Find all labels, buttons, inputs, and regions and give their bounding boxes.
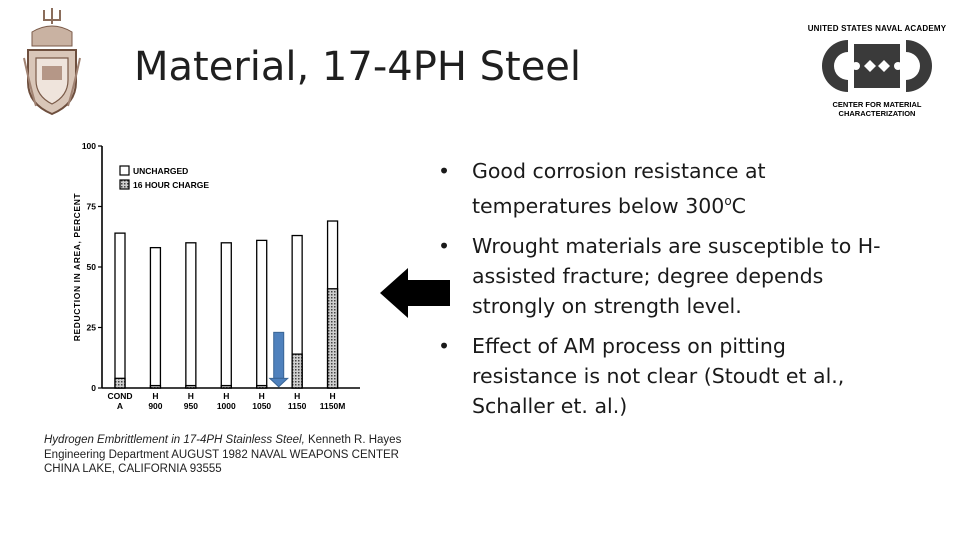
x-tick-label-line2: A xyxy=(117,401,123,411)
bar-uncharged xyxy=(185,242,197,389)
bullet-1-line-1: Good corrosion resistance at xyxy=(472,159,766,183)
bar-charged xyxy=(220,384,232,389)
y-tick-label: 25 xyxy=(87,323,97,333)
naval-academy-crest-icon xyxy=(22,6,82,120)
caption-author: Kenneth R. Hayes xyxy=(304,434,402,446)
bar-charged xyxy=(291,353,303,389)
logo-bottom-line-1: CENTER FOR MATERIAL xyxy=(832,100,922,109)
bullet-1-unit: C xyxy=(731,193,746,218)
x-tick-label-line1: H xyxy=(294,391,300,401)
x-tick-label-line1: H xyxy=(259,391,265,401)
bullet-1-degree-sup: o xyxy=(724,194,732,208)
bullet-2-line-1: Wrought materials are susceptible to H- xyxy=(472,233,881,258)
bullet-list: Good corrosion resistance at temperature… xyxy=(438,156,908,431)
caption-line-3: CHINA LAKE, CALIFORNIA 93555 xyxy=(44,463,222,475)
x-tick-label-line2: 1150 xyxy=(288,401,307,411)
bar-charged xyxy=(149,384,162,389)
annotation-arrow-head xyxy=(268,377,289,388)
legend-swatch-uncharged xyxy=(119,165,130,176)
legend-label-uncharged: UNCHARGED xyxy=(133,166,188,176)
bullet-3-line-1: Effect of AM process on pitting xyxy=(472,333,786,358)
bar-charged xyxy=(114,377,126,389)
y-tick-label: 75 xyxy=(87,202,97,212)
bullet-2-line-2: assisted fracture; degree depends xyxy=(472,263,824,288)
figure-caption: Hydrogen Embrittlement in 17-4PH Stainle… xyxy=(44,433,444,477)
x-tick-label-line2: 1000 xyxy=(217,401,236,411)
bullet-3-line-3: Schaller et. al.) xyxy=(472,393,628,418)
caption-line-1: Hydrogen Embrittlement in 17-4PH Stainle… xyxy=(44,433,444,448)
bullet-2-line-3: strongly on strength level. xyxy=(472,293,742,318)
bar-charged xyxy=(256,384,268,389)
x-tick-label-line1: COND xyxy=(107,391,132,401)
bar-uncharged xyxy=(256,239,268,389)
reduction-in-area-chart: 0 25 50 75 100 REDUCTION IN AREA, PERCENT COND… xyxy=(58,138,368,418)
logo-bottom-line-2: CHARACTERIZATION xyxy=(838,109,916,118)
caption-line-2: Engineering Department AUGUST 1982 NAVAL… xyxy=(44,448,399,461)
x-tick-label-line1: H xyxy=(188,391,194,401)
center-for-material-characterization-logo: UNITED STATES NAVAL ACADEMY CENTER FOR M… xyxy=(806,20,948,124)
y-axis-label: REDUCTION IN AREA, PERCENT xyxy=(72,193,82,342)
x-tick-label-line2: 1150M xyxy=(320,401,346,411)
slide-title: Material, 17-4PH Steel xyxy=(134,44,582,90)
bullet-1-line-2: temperatures below 300oC xyxy=(472,186,908,221)
x-tick-label-line1: H xyxy=(152,391,158,401)
x-tick-label-line2: 900 xyxy=(148,401,162,411)
bar-uncharged xyxy=(220,242,232,389)
legend-swatch-charged xyxy=(119,179,130,190)
x-tick-label-line1: H xyxy=(330,391,336,401)
bullet-1-line-2-text: temperatures below 300 xyxy=(472,193,725,218)
bar-uncharged xyxy=(149,246,162,389)
bar-uncharged xyxy=(114,232,126,389)
y-tick-label: 100 xyxy=(82,141,96,151)
chart-svg: 0 25 50 75 100 REDUCTION IN AREA, PERCENT COND… xyxy=(72,141,360,411)
x-tick-label-line2: 950 xyxy=(184,401,198,411)
bullet-3-line-2: resistance is not clear (Stoudt et al., xyxy=(472,363,845,388)
bullet-item-wrought: Wrought materials are susceptible to H- … xyxy=(438,231,908,321)
x-tick-label-line2: 1050 xyxy=(252,401,271,411)
y-tick-label: 0 xyxy=(91,383,96,393)
legend-label-charged: 16 HOUR CHARGE xyxy=(133,180,209,190)
bullet-item-am-process: Effect of AM process on pitting resistan… xyxy=(438,331,908,421)
cmc-logo-icon xyxy=(822,40,932,92)
y-tick-label: 50 xyxy=(87,262,97,272)
bullet-item-corrosion: Good corrosion resistance at temperature… xyxy=(438,156,908,221)
bar-charged xyxy=(185,384,197,389)
caption-italic-title: Hydrogen Embrittlement in 17-4PH Stainle… xyxy=(44,434,305,446)
annotation-arrow-shaft xyxy=(273,331,285,379)
logo-top-text: UNITED STATES NAVAL ACADEMY xyxy=(807,24,947,33)
logo-bottom-text: CENTER FOR MATERIAL CHARACTERIZATION xyxy=(806,100,948,118)
x-tick-label-line1: H xyxy=(223,391,229,401)
bar-charged xyxy=(326,288,339,389)
arrow-left-icon xyxy=(378,266,452,320)
